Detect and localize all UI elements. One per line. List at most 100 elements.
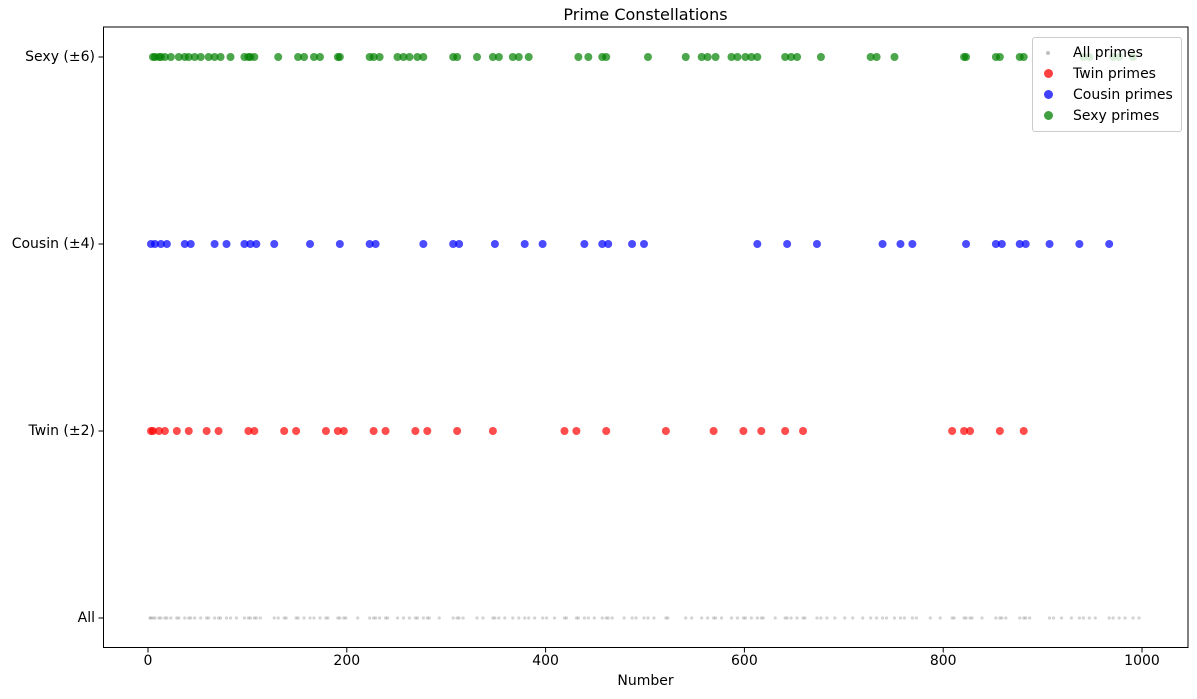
point-all_primes bbox=[592, 616, 596, 620]
point-all_primes bbox=[634, 616, 638, 620]
point-all_primes bbox=[1111, 616, 1115, 620]
point-all_primes bbox=[851, 616, 855, 620]
point-all_primes bbox=[356, 616, 360, 620]
point-all_primes bbox=[606, 616, 610, 620]
point-twin_primes bbox=[423, 427, 432, 435]
legend-marker-wrap bbox=[1033, 90, 1063, 99]
point-cousin_primes bbox=[991, 240, 1000, 248]
y-tick-label: Twin (±2) bbox=[28, 423, 95, 439]
point-all_primes bbox=[153, 616, 157, 620]
point-sexy_primes bbox=[184, 53, 193, 61]
point-all_primes bbox=[242, 616, 247, 620]
point-all_primes bbox=[385, 616, 390, 620]
point-twin_primes bbox=[411, 427, 420, 435]
point-all_primes bbox=[326, 616, 330, 620]
point-all_primes bbox=[898, 616, 903, 620]
legend-label: Sexy primes bbox=[1073, 107, 1160, 124]
point-all_primes bbox=[861, 616, 865, 620]
point-cousin_primes bbox=[449, 240, 458, 248]
point-all_primes bbox=[461, 616, 465, 620]
point-cousin_primes bbox=[270, 240, 279, 248]
point-sexy_primes bbox=[315, 53, 324, 61]
x-tick-label: 800 bbox=[929, 653, 957, 669]
point-all_primes bbox=[517, 616, 521, 620]
point-all_primes bbox=[1137, 616, 1141, 620]
point-all_primes bbox=[254, 616, 258, 620]
point-twin_primes bbox=[214, 427, 223, 435]
point-sexy_primes bbox=[727, 53, 736, 61]
point-cousin_primes bbox=[962, 240, 971, 248]
point-all_primes bbox=[218, 616, 223, 620]
point-all_primes bbox=[642, 616, 646, 620]
point-cousin_primes bbox=[896, 240, 905, 248]
point-sexy_primes bbox=[196, 53, 205, 61]
point-all_primes bbox=[713, 616, 718, 620]
point-cousin_primes bbox=[150, 240, 159, 248]
point-cousin_primes bbox=[180, 240, 189, 248]
point-all_primes bbox=[338, 616, 342, 620]
point-all_primes bbox=[421, 616, 425, 620]
x-tick-label: 0 bbox=[143, 653, 153, 669]
point-all_primes bbox=[252, 616, 256, 620]
point-cousin_primes bbox=[371, 240, 380, 248]
point-all_primes bbox=[875, 616, 879, 620]
point-all_primes bbox=[413, 616, 417, 620]
point-all_primes bbox=[664, 616, 668, 620]
point-all_primes bbox=[533, 616, 537, 620]
point-all_primes bbox=[541, 616, 545, 620]
point-sexy_primes bbox=[574, 53, 583, 61]
point-all_primes bbox=[914, 616, 918, 620]
point-twin_primes bbox=[321, 427, 330, 435]
point-all_primes bbox=[148, 616, 152, 620]
point-all_primes bbox=[1093, 616, 1097, 620]
point-all_primes bbox=[234, 616, 239, 620]
point-cousin_primes bbox=[520, 240, 529, 248]
legend-marker-icon bbox=[1046, 50, 1050, 55]
legend-label: Cousin primes bbox=[1073, 86, 1173, 103]
point-cousin_primes bbox=[306, 240, 315, 248]
point-all_primes bbox=[378, 616, 382, 620]
point-all_primes bbox=[437, 616, 441, 620]
point-all_primes bbox=[749, 616, 753, 620]
point-cousin_primes bbox=[365, 240, 374, 248]
point-all_primes bbox=[199, 616, 203, 620]
point-all_primes bbox=[964, 616, 968, 620]
point-all_primes bbox=[576, 616, 581, 620]
point-twin_primes bbox=[572, 427, 581, 435]
point-sexy_primes bbox=[643, 53, 652, 61]
point-twin_primes bbox=[369, 427, 378, 435]
point-all_primes bbox=[374, 616, 378, 620]
point-all_primes bbox=[336, 616, 340, 620]
point-twin_primes bbox=[948, 427, 957, 435]
point-all_primes bbox=[880, 616, 885, 620]
point-sexy_primes bbox=[866, 53, 875, 61]
point-cousin_primes bbox=[490, 240, 499, 248]
point-sexy_primes bbox=[816, 53, 825, 61]
point-all_primes bbox=[425, 616, 429, 620]
point-cousin_primes bbox=[1075, 240, 1084, 248]
point-sexy_primes bbox=[166, 53, 175, 61]
point-sexy_primes bbox=[872, 53, 881, 61]
point-all_primes bbox=[372, 616, 376, 620]
point-sexy_primes bbox=[190, 53, 199, 61]
chart-title: Prime Constellations bbox=[563, 5, 728, 24]
point-twin_primes bbox=[333, 427, 342, 435]
point-all_primes bbox=[761, 616, 765, 620]
point-sexy_primes bbox=[697, 53, 706, 61]
legend-item: All primes bbox=[1033, 42, 1181, 63]
point-sexy_primes bbox=[733, 53, 742, 61]
point-sexy_primes bbox=[781, 53, 790, 61]
point-cousin_primes bbox=[1105, 240, 1114, 248]
point-sexy_primes bbox=[419, 53, 428, 61]
point-all_primes bbox=[795, 616, 799, 620]
point-all_primes bbox=[175, 616, 179, 620]
point-twin_primes bbox=[453, 427, 462, 435]
point-sexy_primes bbox=[375, 53, 384, 61]
point-all_primes bbox=[149, 616, 153, 620]
point-all_primes bbox=[342, 616, 346, 620]
point-all_primes bbox=[207, 616, 211, 620]
point-all_primes bbox=[910, 616, 914, 620]
point-all_primes bbox=[950, 616, 954, 620]
point-twin_primes bbox=[1019, 427, 1028, 435]
point-sexy_primes bbox=[602, 53, 611, 61]
